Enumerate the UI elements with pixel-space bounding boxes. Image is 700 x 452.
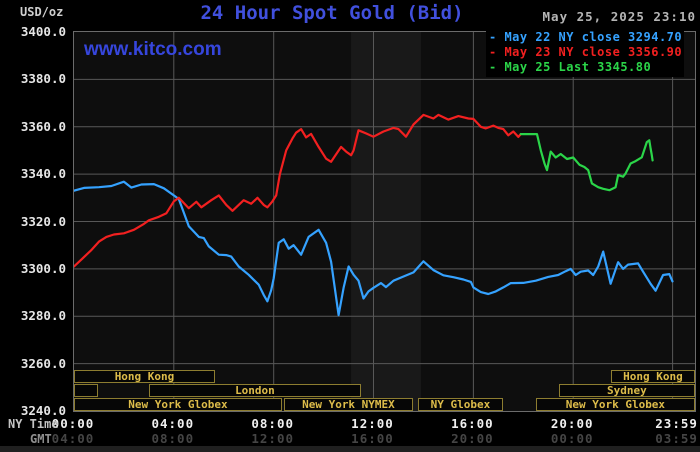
x-tick-label-ny: 12:00 bbox=[351, 416, 394, 431]
y-tick-label: 3380.0 bbox=[20, 71, 66, 87]
x-tick-label-gmt: 08:00 bbox=[151, 431, 195, 446]
y-tick-label: 3240.0 bbox=[20, 403, 66, 418]
x-tick-label-gmt: 00:00 bbox=[550, 431, 594, 446]
session-bar-london: London bbox=[148, 384, 361, 397]
legend-item: - May 22 NY close 3294.70 bbox=[489, 30, 683, 44]
x-tick-label-gmt: 20:00 bbox=[451, 431, 494, 446]
legend-item: - May 25 Last 3345.80 bbox=[489, 60, 652, 74]
plot-area: Hong Kong Hong Kong London Sydney New York G… bbox=[73, 31, 696, 412]
y-tick-label: 3320.0 bbox=[20, 213, 66, 229]
bottom-divider-strip bbox=[0, 446, 700, 452]
session-bar-hong-kong: Hong Kong bbox=[74, 370, 215, 383]
market-session-bars: Hong Kong Hong Kong London Sydney New York G… bbox=[74, 32, 695, 411]
y-tick-label: 3400.0 bbox=[20, 24, 66, 39]
price-line-may-22-ny-close bbox=[74, 180, 674, 317]
x-axis-secondary-label: GMT bbox=[30, 432, 52, 446]
x-axis-primary-label: NY Time bbox=[8, 417, 59, 431]
y-tick-label: 3340.0 bbox=[20, 166, 66, 182]
x-tick-label-ny: 08:00 bbox=[251, 416, 295, 431]
x-tick-label-ny: 00:00 bbox=[51, 416, 95, 431]
y-axis-unit-label: USD/oz bbox=[20, 5, 64, 19]
chart-legend: - May 22 NY close 3294.70- May 23 NY clo… bbox=[486, 29, 685, 77]
chart-timestamp: May 25, 2025 23:10 bbox=[542, 9, 696, 24]
x-tick-label-gmt: 12:00 bbox=[251, 431, 295, 446]
session-bar-new-york-nymex: New York NYMEX bbox=[283, 398, 413, 411]
session-bar bbox=[74, 384, 98, 397]
session-bar-ny-globex: NY Globex bbox=[417, 398, 504, 411]
x-tick-label-ny: 23:59 bbox=[655, 416, 698, 431]
y-tick-label: 3280.0 bbox=[20, 308, 66, 324]
price-line-may-25-last bbox=[519, 132, 654, 192]
x-tick-label-ny: 16:00 bbox=[451, 416, 494, 431]
kitco-watermark-link[interactable]: www.kitco.com bbox=[84, 39, 222, 60]
chart-title: 24 Hour Spot Gold (Bid) bbox=[200, 2, 464, 24]
price-line-may-23-ny-close bbox=[74, 113, 522, 268]
x-tick-label-gmt: 03:59 bbox=[655, 431, 698, 446]
session-bar-hong-kong: Hong Kong bbox=[611, 370, 695, 383]
y-tick-label: 3300.0 bbox=[20, 260, 66, 276]
session-bar-new-york-globex: New York Globex bbox=[74, 398, 282, 411]
y-tick-label: 3360.0 bbox=[20, 118, 66, 134]
x-tick-label-ny: 20:00 bbox=[550, 416, 594, 431]
x-tick-label-ny: 04:00 bbox=[151, 416, 195, 431]
x-tick-label-gmt: 04:00 bbox=[51, 431, 95, 446]
legend-item: - May 23 NY close 3356.90 bbox=[489, 45, 683, 59]
x-tick-label-gmt: 16:00 bbox=[351, 431, 394, 446]
chart-canvas bbox=[74, 32, 695, 411]
y-tick-label: 3260.0 bbox=[20, 355, 66, 371]
session-bar-sydney: Sydney bbox=[559, 384, 695, 397]
session-bar-new-york-globex: New York Globex bbox=[536, 398, 695, 411]
